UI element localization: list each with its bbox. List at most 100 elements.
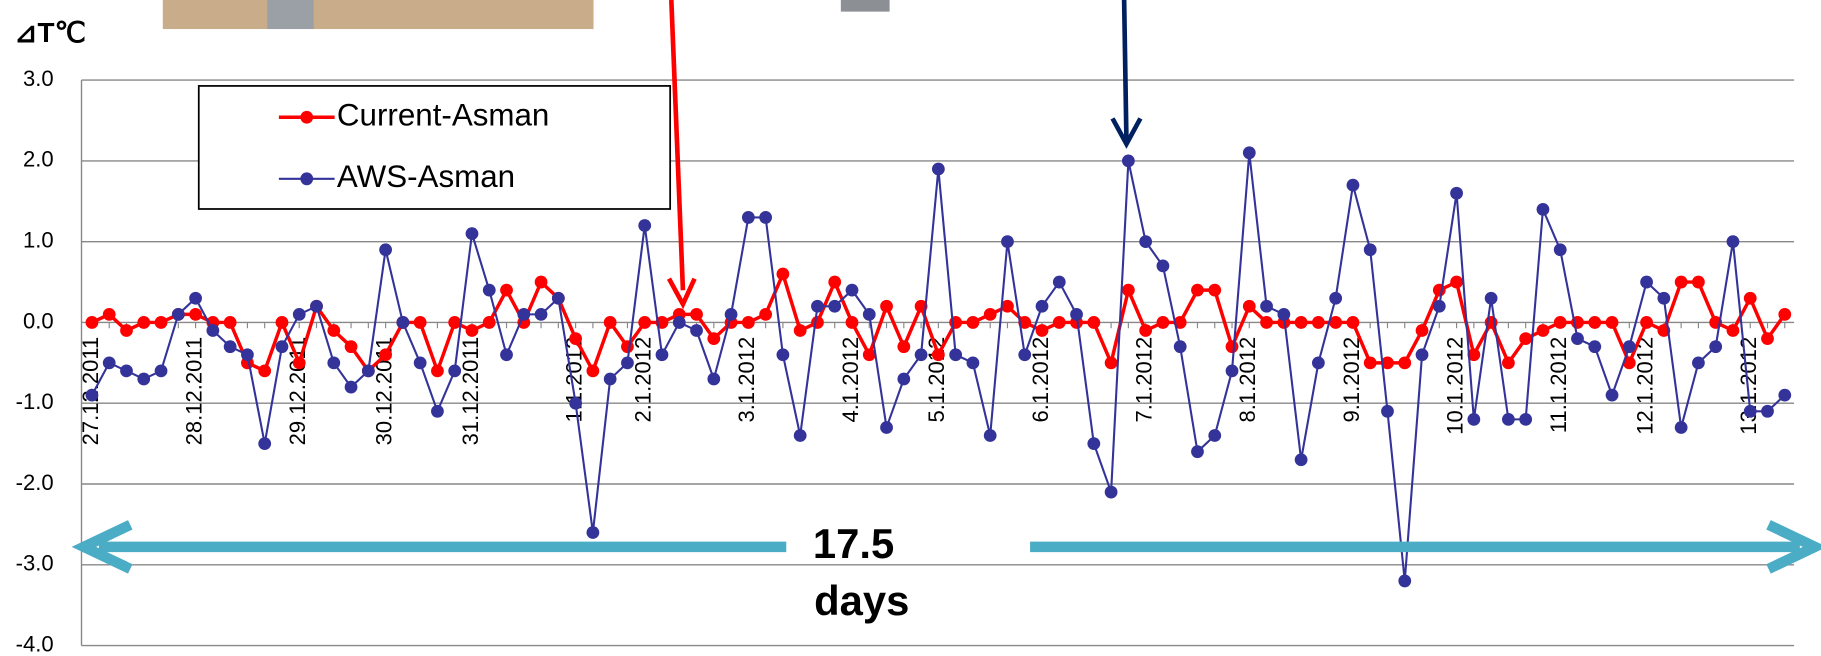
data-point <box>86 316 99 329</box>
data-point <box>1761 332 1774 345</box>
data-point <box>811 316 824 329</box>
data-point <box>915 348 928 361</box>
annotation: 17.5 <box>813 520 894 567</box>
data-point <box>345 381 358 394</box>
data-point <box>1675 276 1688 289</box>
data-point <box>1640 316 1653 329</box>
data-point <box>1208 284 1221 297</box>
data-point <box>1122 155 1135 168</box>
data-point <box>448 365 461 378</box>
data-point <box>1105 356 1118 369</box>
y-tick-label: 3.0 <box>23 66 54 91</box>
x-tick-label: 28.12.2011 <box>181 337 206 446</box>
data-point <box>1347 179 1360 192</box>
data-point <box>86 389 99 402</box>
data-point <box>137 316 150 329</box>
data-point <box>587 365 600 378</box>
x-tick-label: 9.1.2012 <box>1339 337 1364 423</box>
data-point <box>224 340 237 353</box>
x-tick-label: 4.1.2012 <box>838 337 863 423</box>
data-point <box>707 373 720 386</box>
data-point <box>448 316 461 329</box>
data-point <box>621 356 634 369</box>
data-point <box>897 373 910 386</box>
data-point <box>1537 324 1550 337</box>
data-point <box>742 211 755 224</box>
data-point <box>1122 284 1135 297</box>
y-tick-label: -2.0 <box>16 470 54 495</box>
x-tick-label: 2.1.2012 <box>631 337 656 423</box>
data-point <box>1191 284 1204 297</box>
data-point <box>1450 276 1463 289</box>
data-point <box>880 300 893 313</box>
data-point <box>587 526 600 539</box>
data-point <box>1588 316 1601 329</box>
data-point <box>1139 235 1152 248</box>
arrow <box>1124 0 1126 142</box>
data-point <box>1502 356 1515 369</box>
data-point <box>1087 437 1100 450</box>
data-point <box>293 356 306 369</box>
data-point <box>863 308 876 321</box>
data-point <box>846 316 859 329</box>
data-point <box>1675 421 1688 434</box>
data-point <box>811 300 824 313</box>
data-point <box>1364 356 1377 369</box>
data-point <box>967 316 980 329</box>
data-point <box>1623 340 1636 353</box>
data-point <box>258 365 271 378</box>
y-tick-label: 0.0 <box>23 308 54 333</box>
data-point <box>1502 413 1515 426</box>
data-point <box>1347 316 1360 329</box>
data-point <box>673 316 686 329</box>
data-point <box>1744 292 1757 305</box>
photo-detail <box>267 0 313 29</box>
legend-marker <box>300 172 313 185</box>
data-point <box>1139 324 1152 337</box>
legend-label: AWS-Asman <box>337 159 515 194</box>
data-point <box>1036 324 1049 337</box>
data-point <box>1277 308 1290 321</box>
x-tick-label: 3.1.2012 <box>734 337 759 423</box>
data-point <box>1692 356 1705 369</box>
data-point <box>414 316 427 329</box>
data-point <box>569 397 582 410</box>
data-point <box>1312 356 1325 369</box>
data-point <box>828 300 841 313</box>
data-point <box>396 316 409 329</box>
data-point <box>500 284 513 297</box>
data-point <box>949 348 962 361</box>
data-point <box>1295 453 1308 466</box>
data-point <box>276 340 289 353</box>
data-point <box>327 324 340 337</box>
data-point <box>1295 316 1308 329</box>
data-point <box>189 292 202 305</box>
x-tick-label: 12.1.2012 <box>1632 337 1657 435</box>
data-point <box>535 276 548 289</box>
data-point <box>690 324 703 337</box>
data-point <box>1640 276 1653 289</box>
data-point <box>1467 413 1480 426</box>
data-point <box>794 324 807 337</box>
data-point <box>1364 243 1377 256</box>
data-point <box>258 437 271 450</box>
data-point <box>1018 348 1031 361</box>
data-point <box>569 332 582 345</box>
data-point <box>1243 300 1256 313</box>
data-point <box>604 373 617 386</box>
y-tick-label: -3.0 <box>16 551 54 576</box>
data-point <box>1001 235 1014 248</box>
data-point <box>155 365 168 378</box>
data-point <box>707 332 720 345</box>
y-tick-label: -4.0 <box>16 631 54 656</box>
data-point <box>224 316 237 329</box>
data-point <box>828 276 841 289</box>
data-point <box>967 356 980 369</box>
data-point <box>483 316 496 329</box>
data-point <box>466 227 479 240</box>
data-point <box>431 365 444 378</box>
data-point <box>1381 405 1394 418</box>
x-tick-label: 6.1.2012 <box>1028 337 1053 423</box>
data-point <box>1692 276 1705 289</box>
data-point <box>172 308 185 321</box>
